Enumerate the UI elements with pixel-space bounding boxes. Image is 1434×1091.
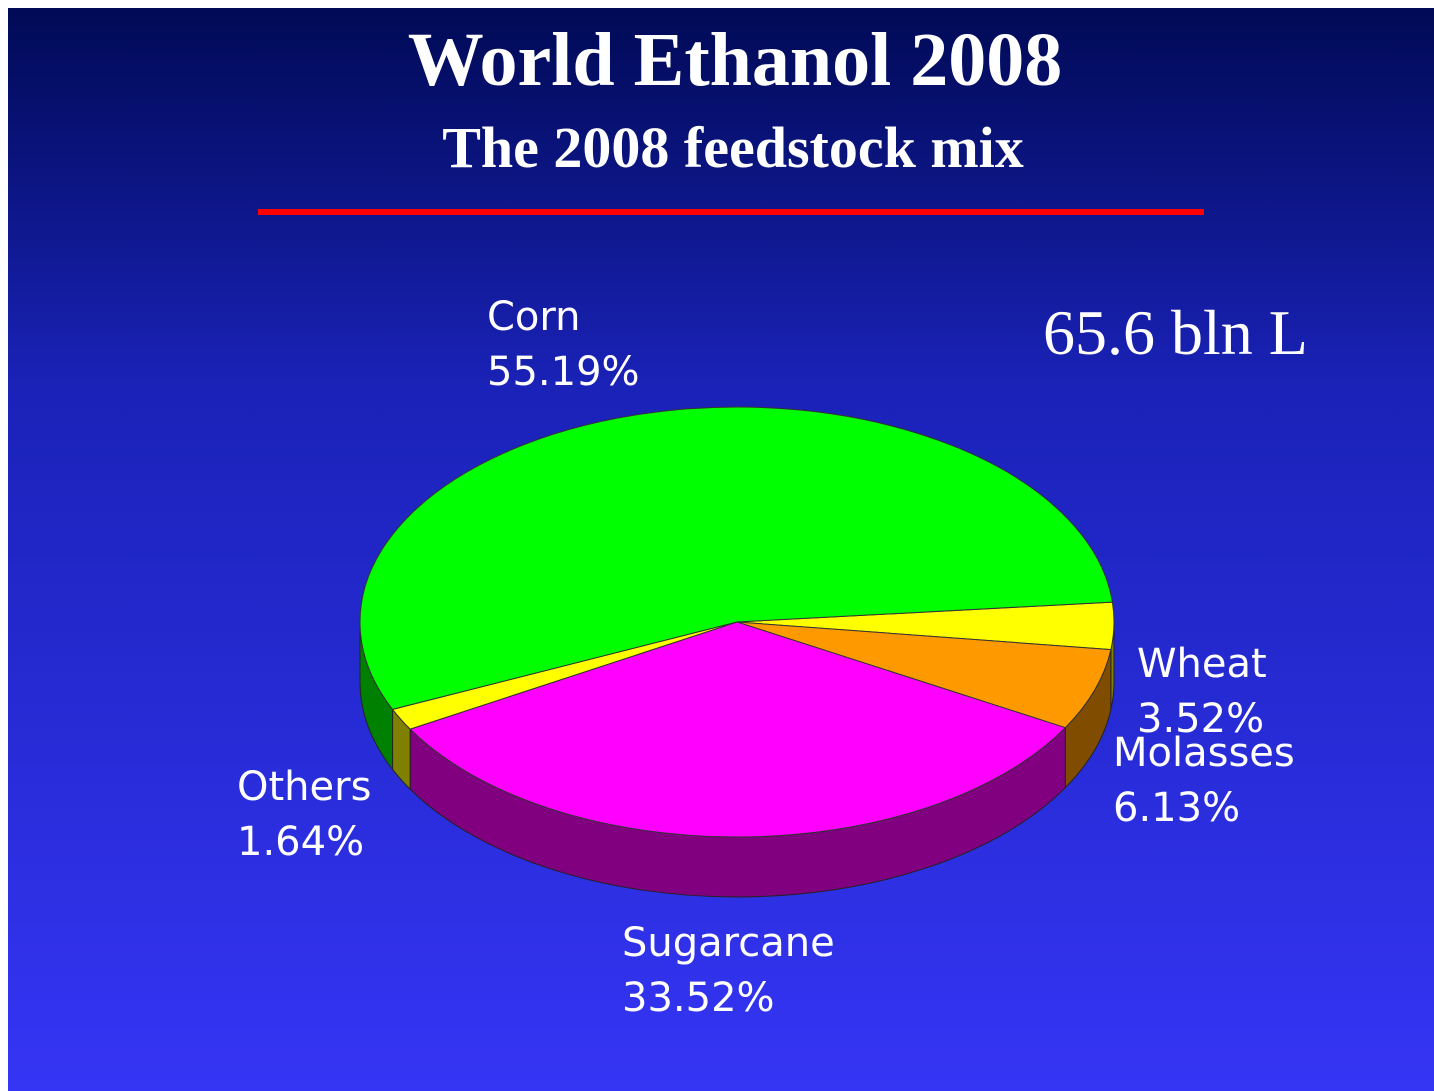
annotation: 65.6 bln L (1043, 297, 1308, 368)
value-label: 55.19% (487, 349, 640, 395)
slice (736, 621, 1112, 729)
slice (359, 406, 1113, 710)
value-label: 33.52% (622, 975, 775, 1021)
chart-title: World Ethanol 2008 (408, 18, 1063, 102)
pie (359, 406, 1115, 898)
value-label: 3.52% (1137, 696, 1264, 742)
category-label: Wheat (1137, 641, 1267, 687)
value-label: 6.13% (1113, 785, 1240, 831)
value-label: 1.64% (237, 819, 364, 865)
category-label: Others (237, 764, 371, 810)
labels: Wheat 3.52%Molasses 6.13% Sugarcane 33.52% Ot… (237, 294, 1295, 1021)
chart-subtitle: The 2008 feedstock mix (442, 115, 1024, 180)
category-label: Corn (487, 294, 581, 340)
category-label: Molasses (1113, 730, 1295, 776)
category-label: Sugarcane (622, 920, 835, 966)
